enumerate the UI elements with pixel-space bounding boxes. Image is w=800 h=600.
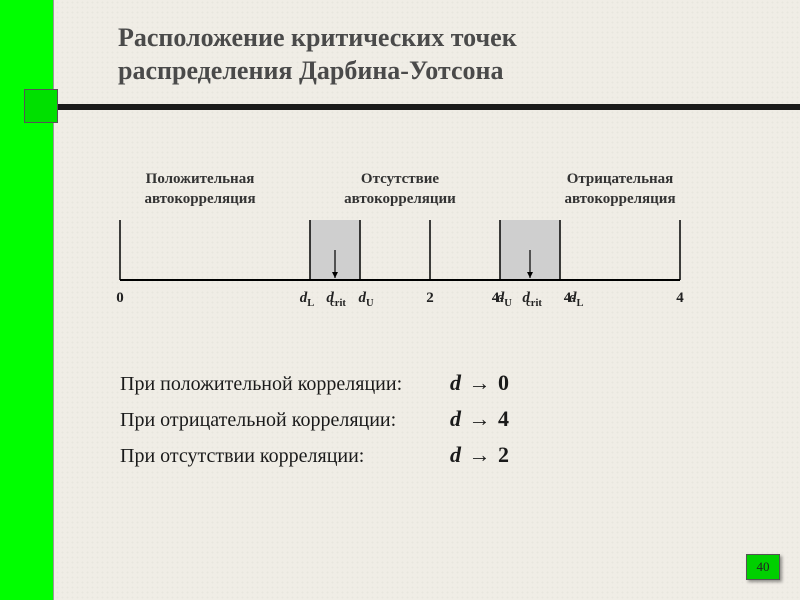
page-number-badge: 40 (746, 554, 780, 580)
rule-negative: При отрицательной корреляции: d → 4 (120, 406, 720, 432)
region-none: Отсутствие автокорреляции (290, 170, 510, 209)
region-negative: Отрицательная автокорреляция (510, 170, 730, 209)
rules-block: При положительной корреляции: d → 0 При … (120, 370, 720, 478)
axis-svg (110, 220, 690, 290)
rule-none: При отсутствии корреляции: d → 2 (120, 442, 720, 468)
rule-positive: При положительной корреляции: d → 0 (120, 370, 720, 396)
page-title: Расположение критических точек распредел… (118, 22, 738, 87)
region-labels: Положительная автокорреляция Отсутствие … (110, 170, 750, 209)
divider-line (54, 104, 800, 110)
accent-square (24, 89, 58, 123)
axis-diagram (110, 220, 690, 290)
title-line-2: распределения Дарбина-Уотсона (118, 56, 504, 85)
region-positive: Положительная автокорреляция (110, 170, 290, 209)
title-line-1: Расположение критических точек (118, 23, 517, 52)
